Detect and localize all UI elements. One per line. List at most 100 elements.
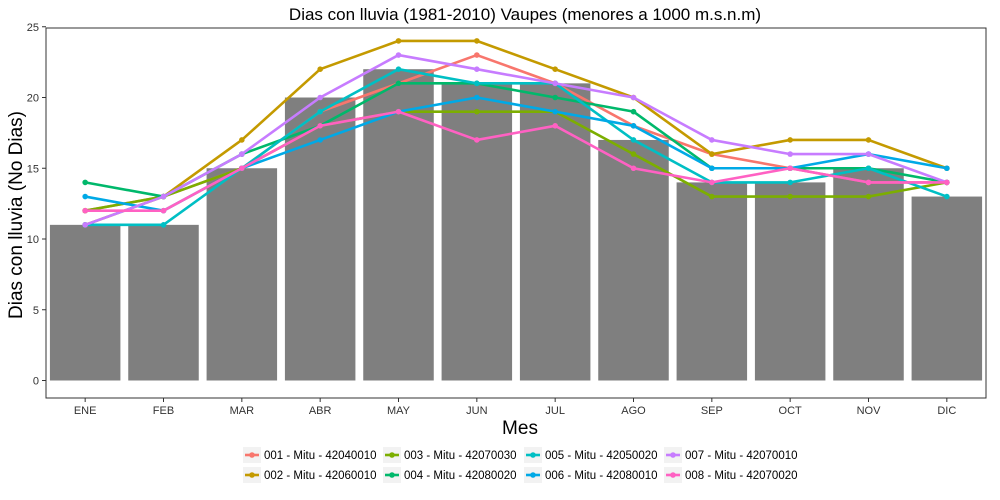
series-point-8-dic [944, 179, 950, 186]
x-tick-label-mar: MAR [230, 405, 255, 417]
series-point-2-jun [474, 38, 480, 44]
series-point-8-nov [865, 179, 872, 186]
y-tick-label: 10 [27, 234, 39, 246]
legend-label: 005 - Mitu - 42050020 [545, 450, 658, 462]
series-point-8-may [395, 108, 402, 115]
series-point-3-ago [630, 151, 637, 157]
x-tick-label-nov: NOV [857, 405, 882, 417]
y-tick-label: 25 [27, 22, 39, 34]
series-point-7-nov [865, 151, 872, 157]
legend-label: 004 - Mitu - 42080020 [404, 470, 517, 482]
series-point-4-ago [630, 108, 637, 115]
series-point-2-sep [709, 151, 715, 157]
series-point-4-may [395, 80, 402, 87]
y-tick-label: 20 [27, 93, 39, 105]
x-tick-label-ago: AGO [621, 405, 646, 417]
series-point-8-ago [630, 165, 637, 172]
series-point-6-dic [944, 165, 950, 172]
bar-jun [441, 83, 513, 381]
x-tick-label-feb: FEB [153, 405, 174, 417]
series-point-3-sep [709, 193, 715, 200]
series-line-7 [84, 53, 948, 227]
y-tick-label: 5 [33, 305, 39, 317]
legend-label: 001 - Mitu - 42040010 [264, 450, 377, 462]
bar-ago [598, 139, 669, 381]
series-point-7-abr [317, 94, 323, 101]
chart-title: Dias con lluvia (1981-2010) Vaupes (meno… [289, 5, 761, 24]
series-point-7-ago [630, 94, 637, 101]
series-7 [82, 52, 950, 228]
legend-label: 003 - Mitu - 42070030 [404, 450, 517, 462]
series-point-8-oct [787, 165, 793, 172]
series-point-4-jul [552, 94, 558, 101]
legend: 001 - Mitu - 42040010 002 - Mitu - 420600… [243, 447, 798, 483]
series-point-2-mar [239, 137, 245, 143]
bar-feb [128, 224, 199, 381]
legend-key-point [530, 452, 536, 458]
series-point-2-may [395, 38, 402, 44]
series-point-7-mar [239, 151, 245, 157]
legend-item-6: 006 - Mitu - 42080010 [524, 467, 658, 483]
series-point-8-mar [239, 165, 245, 172]
series-point-6-jul [552, 108, 558, 115]
legend-item-1: 001 - Mitu - 42040010 [243, 447, 377, 463]
legend-item-2: 002 - Mitu - 42060010 [243, 467, 377, 483]
series-point-5-dic [944, 193, 950, 200]
series-point-4-ene [82, 179, 88, 186]
bar-nov [833, 168, 904, 381]
series-point-5-jun [474, 80, 480, 87]
legend-item-8: 008 - Mitu - 42070020 [664, 467, 798, 483]
x-tick-label-ene: ENE [74, 405, 97, 417]
series-point-1-jun [474, 52, 480, 58]
legend-key-point [389, 472, 395, 478]
legend-item-4: 004 - Mitu - 42080020 [383, 467, 517, 483]
series-point-5-feb [160, 222, 167, 228]
series-point-5-abr [317, 108, 323, 115]
legend-key-point [670, 472, 676, 478]
series-point-8-sep [709, 179, 715, 186]
series-line-2 [84, 39, 948, 227]
series-point-3-nov [865, 193, 872, 200]
series-point-6-jun [474, 94, 480, 101]
legend-item-5: 005 - Mitu - 42050020 [524, 447, 658, 463]
series-point-5-ago [630, 137, 637, 143]
y-axis-title: Dias con lluvia (No Dias) [6, 111, 27, 319]
x-tick-label-abr: ABR [309, 405, 332, 417]
bar-abr [284, 97, 356, 381]
bar-oct [754, 182, 826, 381]
x-axis-title: Mes [502, 418, 538, 439]
series-point-3-jun [474, 108, 480, 115]
series-point-5-oct [787, 179, 793, 186]
legend-item-3: 003 - Mitu - 42070030 [383, 447, 517, 463]
bar-sep [676, 182, 748, 381]
series-point-7-jul [552, 80, 558, 87]
legend-label: 008 - Mitu - 42070020 [685, 470, 798, 482]
series-8 [82, 108, 950, 214]
bar-jul [519, 83, 591, 381]
legend-key-point [670, 452, 676, 458]
series-point-5-may [395, 66, 402, 72]
legend-key-point [249, 452, 255, 458]
series-point-6-sep [709, 165, 715, 172]
legend-key-point [389, 452, 395, 458]
series-point-6-ago [630, 123, 637, 129]
series-point-3-oct [787, 193, 793, 200]
series-point-8-jun [474, 137, 480, 143]
series-point-8-ene [82, 207, 88, 214]
x-tick-label-dic: DIC [937, 405, 956, 417]
legend-label: 007 - Mitu - 42070010 [685, 450, 798, 462]
series-point-8-jul [552, 123, 558, 129]
series-point-5-nov [865, 165, 872, 172]
series-point-8-abr [317, 123, 323, 129]
series-point-2-nov [865, 137, 872, 143]
x-tick-label-may: MAY [387, 405, 411, 417]
series-point-2-abr [317, 66, 323, 72]
series-point-7-sep [709, 137, 715, 143]
series-point-7-ene [82, 222, 88, 228]
series-point-7-oct [787, 151, 793, 157]
x-tick-label-sep: SEP [701, 405, 723, 417]
plot-area: 0 5 10 15 20 25 ENE FEB MAR ABR MAY JUN JUL AGO SEP OCT… [27, 22, 987, 417]
bar-dic [911, 196, 983, 381]
y-tick-label: 15 [27, 163, 39, 175]
